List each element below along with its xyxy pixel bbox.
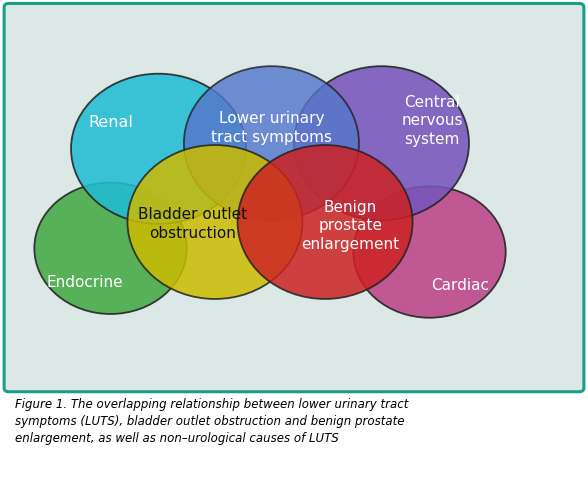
Text: Cardiac: Cardiac bbox=[432, 278, 490, 293]
Text: Renal: Renal bbox=[88, 115, 133, 130]
Ellipse shape bbox=[294, 66, 469, 220]
Ellipse shape bbox=[184, 66, 359, 220]
Text: Lower urinary
tract symptoms: Lower urinary tract symptoms bbox=[211, 111, 332, 145]
Text: Central
nervous
system: Central nervous system bbox=[402, 94, 463, 147]
Ellipse shape bbox=[71, 74, 246, 224]
Ellipse shape bbox=[238, 145, 413, 299]
Text: Bladder outlet
obstruction: Bladder outlet obstruction bbox=[138, 207, 247, 241]
Ellipse shape bbox=[353, 186, 506, 318]
Text: Benign
prostate
enlargement: Benign prostate enlargement bbox=[302, 200, 399, 252]
Text: Figure 1. The overlapping relationship between lower urinary tract
symptoms (LUT: Figure 1. The overlapping relationship b… bbox=[15, 398, 408, 445]
Ellipse shape bbox=[34, 183, 187, 314]
Ellipse shape bbox=[128, 145, 302, 299]
Text: Endocrine: Endocrine bbox=[47, 275, 123, 289]
